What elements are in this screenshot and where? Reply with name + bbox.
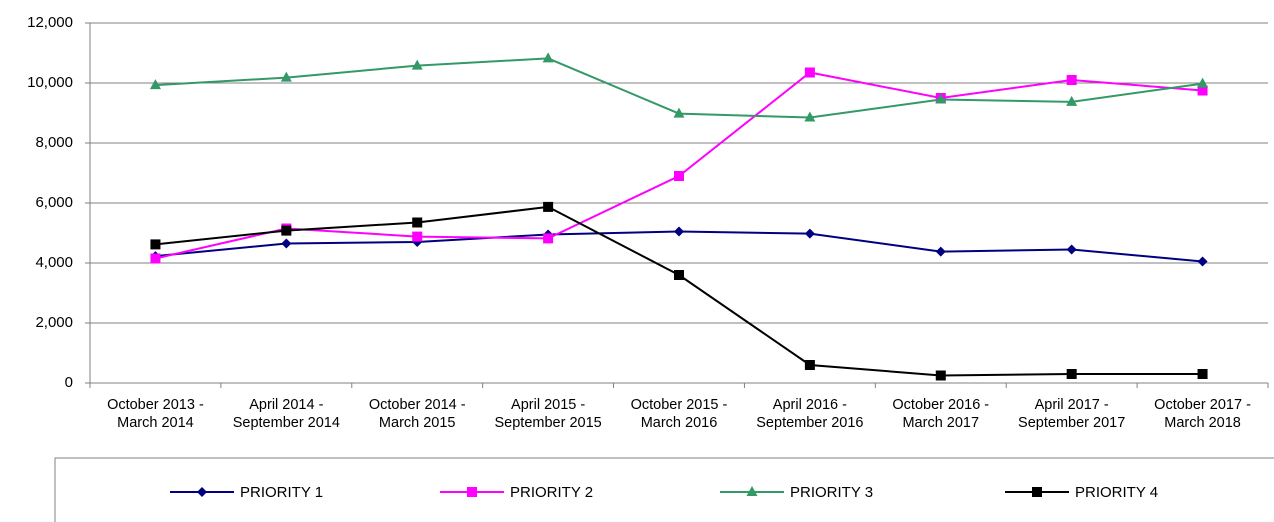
marker	[280, 71, 292, 82]
y-tick-label: 12,000	[27, 14, 73, 31]
marker	[804, 67, 815, 78]
marker	[1066, 369, 1077, 379]
marker	[1066, 95, 1078, 106]
x-tick-label: October 2015 - March 2016	[630, 397, 728, 431]
x-tick-label: April 2017 - September 2017	[1018, 397, 1126, 431]
marker	[674, 226, 684, 237]
x-tick-label: April 2015 - September 2015	[494, 397, 602, 431]
x-tick-label: April 2016 - September 2016	[756, 397, 864, 431]
x-tick-label: April 2014 - September 2014	[232, 397, 340, 431]
marker	[1197, 77, 1209, 88]
marker	[411, 59, 423, 70]
marker	[412, 217, 423, 228]
marker	[467, 487, 477, 497]
marker	[281, 225, 292, 236]
marker	[674, 171, 684, 181]
marker	[1066, 244, 1077, 255]
marker	[746, 486, 758, 496]
marker	[935, 246, 946, 257]
x-tick-label: October 2014 - March 2015	[368, 397, 466, 431]
marker	[935, 370, 946, 381]
legend-label: PRIORITY 2	[510, 484, 593, 501]
marker	[804, 228, 815, 239]
marker	[150, 239, 161, 250]
marker	[1032, 487, 1042, 497]
y-tick-label: 8,000	[35, 134, 73, 151]
marker	[1197, 256, 1208, 267]
marker	[804, 111, 816, 122]
y-tick-label: 0	[65, 374, 73, 391]
legend-label: PRIORITY 3	[790, 484, 873, 501]
marker	[935, 93, 947, 104]
x-tick-label: October 2016 - March 2017	[892, 397, 990, 431]
marker	[1197, 369, 1208, 379]
marker	[1066, 75, 1077, 85]
y-tick-label: 10,000	[27, 74, 73, 91]
marker	[804, 360, 815, 370]
y-tick-label: 6,000	[35, 194, 73, 211]
legend-label: PRIORITY 1	[240, 484, 323, 501]
marker	[412, 231, 423, 242]
marker	[150, 253, 161, 264]
marker	[543, 233, 554, 244]
legend-box	[54, 457, 1274, 522]
y-tick-label: 2,000	[35, 314, 73, 331]
x-tick-label: October 2013 - March 2014	[107, 397, 204, 431]
marker	[149, 79, 161, 90]
legend-label: PRIORITY 4	[1075, 484, 1158, 501]
marker	[674, 270, 684, 280]
marker	[542, 52, 554, 63]
marker	[197, 487, 207, 497]
marker	[281, 238, 292, 249]
x-tick-label: October 2017 - March 2018	[1154, 397, 1251, 431]
marker	[1197, 85, 1208, 96]
marker	[673, 107, 685, 118]
y-tick-label: 4,000	[35, 254, 73, 271]
marker	[543, 201, 554, 212]
